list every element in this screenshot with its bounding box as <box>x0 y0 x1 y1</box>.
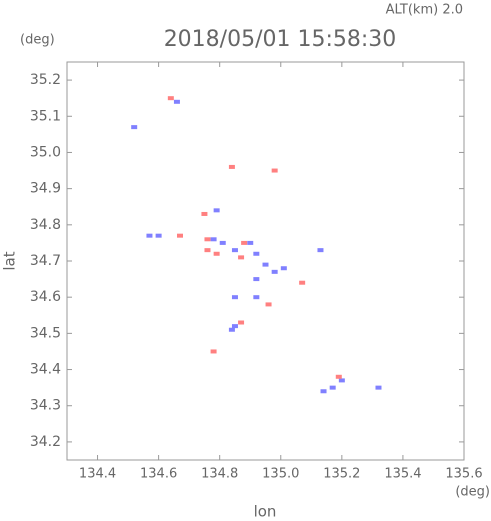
y-tick-label: 34.3 <box>30 398 61 414</box>
x-tick-label: 134.8 <box>201 467 238 482</box>
echo-point <box>375 385 382 390</box>
y-tick-label: 35.2 <box>30 72 61 88</box>
echo-point <box>213 208 220 213</box>
echo-point <box>271 269 278 274</box>
x-unit: (deg) <box>455 485 490 500</box>
subtitle: ALT(km) 2.0 <box>386 3 463 18</box>
echo-point <box>204 237 211 242</box>
echo-point <box>247 240 254 245</box>
echo-point <box>231 295 238 300</box>
y-tick-label: 34.9 <box>30 181 61 197</box>
echo-point <box>155 233 162 238</box>
echo-point <box>201 211 208 216</box>
echo-point <box>335 374 342 379</box>
echo-point <box>238 320 245 325</box>
echo-point <box>253 251 260 256</box>
echo-point <box>204 248 211 253</box>
x-tick-label: 135.2 <box>323 467 360 482</box>
x-tick-label: 134.6 <box>140 467 177 482</box>
echo-point <box>228 327 235 332</box>
echo-point <box>253 295 260 300</box>
echo-point <box>253 277 260 282</box>
plot-frame <box>66 61 465 461</box>
echo-point <box>173 99 180 104</box>
echo-point <box>265 302 272 307</box>
echo-point <box>176 233 183 238</box>
echo-point <box>271 168 278 173</box>
echo-point <box>231 248 238 253</box>
chart-title: 2018/05/01 15:58:30 <box>164 27 397 52</box>
echo-point <box>210 349 217 354</box>
y-tick-label: 34.7 <box>30 253 61 269</box>
echo-point <box>219 240 226 245</box>
x-tick-label: 135.4 <box>384 467 421 482</box>
y-tick-label: 34.5 <box>30 325 61 341</box>
y-tick-label: 34.4 <box>30 362 61 378</box>
y-tick-label: 35.1 <box>30 108 61 124</box>
echo-point <box>320 389 327 394</box>
echo-point <box>167 96 174 101</box>
echo-point <box>317 248 324 253</box>
echo-point <box>238 255 245 260</box>
y-tick-label: 35.0 <box>30 144 61 160</box>
x-axis-label: lon <box>254 503 277 521</box>
x-tick-label: 135.6 <box>445 467 482 482</box>
x-tick-label: 135.0 <box>262 467 299 482</box>
echo-point <box>146 233 153 238</box>
echo-point <box>241 240 248 245</box>
echo-point <box>262 262 269 267</box>
echo-point <box>228 164 235 169</box>
y-unit: (deg) <box>20 33 55 48</box>
y-tick-label: 34.6 <box>30 289 61 305</box>
y-tick-label: 34.8 <box>30 217 61 233</box>
y-tick-label: 34.2 <box>30 434 61 450</box>
echo-point <box>280 266 287 271</box>
echo-point <box>210 237 217 242</box>
x-tick-label: 134.4 <box>79 467 116 482</box>
echo-point <box>131 125 138 130</box>
y-axis-label: lat <box>1 251 19 270</box>
echo-point <box>329 385 336 390</box>
echo-point <box>338 378 345 383</box>
echo-point <box>299 280 306 285</box>
echo-point <box>213 251 220 256</box>
echo-point <box>231 324 238 329</box>
